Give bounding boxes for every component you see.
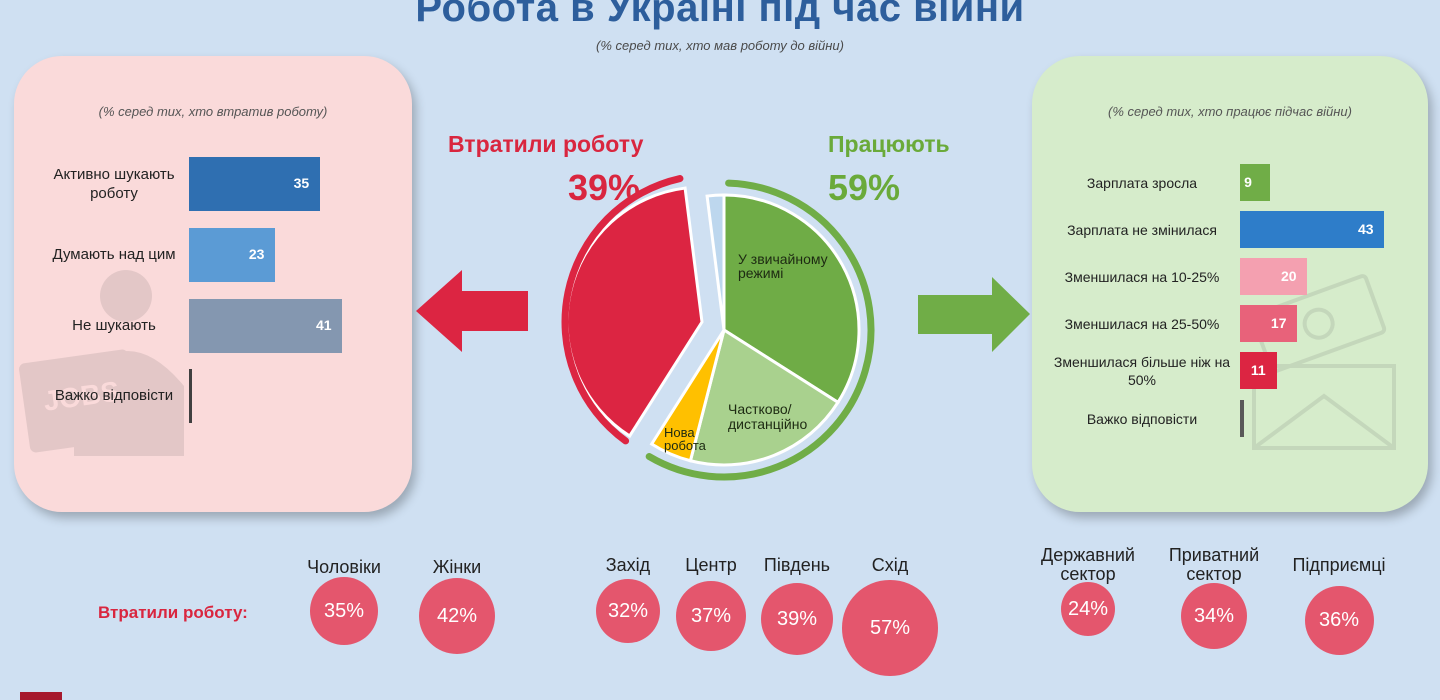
left-bar	[189, 369, 192, 423]
bubble-label: Схід	[871, 555, 909, 575]
pie-label-new: Нова робота	[664, 425, 706, 453]
pie-label-partial: Частково/ дистанційно	[728, 401, 808, 432]
bubble: 35%	[310, 577, 378, 645]
right-bar-label: Зарплата не змінилася	[1067, 221, 1217, 238]
left-bar-label: Активно шукають роботу	[53, 166, 175, 202]
bubble-label: Південь	[763, 555, 831, 575]
left-panel-note: (% серед тих, хто втратив роботу)	[98, 104, 328, 119]
lost-job-panel: JOBS (% серед тих, хто втратив роботу)	[14, 56, 412, 512]
bubble-label: Чоловіки	[307, 557, 381, 577]
pie-slice	[649, 329, 726, 463]
bubble-label: Центр	[685, 555, 737, 575]
bubble: 57%	[842, 580, 938, 676]
money-envelope-icon	[1251, 274, 1396, 450]
bubble-label: Захід	[605, 555, 651, 575]
right-bar-label: Зменшилася на 25-50%	[1064, 315, 1220, 332]
left-bar-label: Не шукають	[72, 317, 156, 334]
right-bar	[1240, 305, 1297, 342]
right-bar-value: 17	[1270, 314, 1287, 331]
right-bar-value: 20	[1280, 267, 1297, 284]
bubble: 39%	[760, 582, 834, 656]
jobs-newspaper-icon: JOBS	[19, 270, 184, 456]
left-bar	[189, 228, 275, 282]
pie-slice	[688, 327, 841, 467]
bubble: 34%	[1180, 582, 1248, 650]
demographics-bubbles: Чоловіки 35% Жінки 42% Захід 32% Центр 37% Півде…	[0, 0, 1386, 676]
bubble-label: Жінки	[432, 557, 482, 577]
working-ring	[645, 179, 875, 481]
right-bar	[1240, 164, 1271, 201]
lost-ring	[561, 175, 684, 445]
pie-label-regular: У звичайному режимі	[738, 251, 828, 281]
bubble-label: Підприємці	[1292, 555, 1386, 575]
page-title: Робота в Україні під час війни	[415, 0, 1025, 30]
right-bar	[1240, 211, 1384, 248]
pie-slice	[705, 193, 726, 331]
left-bar	[189, 299, 342, 353]
working-heading: Працюють	[828, 131, 950, 157]
bubbles-row-label: Втратили роботу:	[98, 603, 248, 622]
bubble: 32%	[596, 579, 660, 643]
page-subtitle: (% серед тих, хто мав роботу до війни)	[596, 38, 844, 53]
right-bar	[1240, 258, 1307, 295]
left-bar-value: 41	[316, 317, 332, 333]
right-bar-value: 9	[1244, 173, 1252, 190]
working-percent: 59%	[828, 167, 901, 208]
working-bar-chart: Зарплата зросла 9 Зарплата не змінилася 43 З…	[0, 0, 1384, 437]
right-bar-label: Зарплата зросла	[1086, 174, 1198, 191]
bubble: 37%	[675, 580, 747, 652]
bubble-label: Державний сектор	[1041, 545, 1135, 584]
right-panel-note: (% серед тих, хто працює підчас війни)	[1108, 104, 1352, 119]
bubble: 42%	[418, 577, 496, 655]
bubble: 24%	[1061, 582, 1115, 636]
right-bar-label: Зменшилася більше ніж на 50%	[1053, 353, 1231, 388]
bubble: 36%	[1304, 585, 1374, 655]
lost-job-bar-chart: Активно шукають роботу 35 Думають над цим 2…	[0, 0, 342, 423]
lost-heading: Втратили роботу	[448, 131, 644, 157]
left-bar-value: 23	[248, 246, 265, 262]
right-bar	[1240, 352, 1277, 389]
left-bar-value: 35	[293, 175, 310, 191]
left-bar-label: Важко відповісти	[54, 387, 174, 404]
bubble-label: Приватний сектор	[1168, 545, 1260, 584]
right-bar-value: 43	[1358, 220, 1374, 237]
left-bar	[189, 157, 320, 211]
brand-mark	[20, 692, 62, 700]
right-bar	[1240, 400, 1244, 437]
right-bar-value: 11	[1250, 361, 1266, 378]
left-bar-label: Думають над цим	[52, 246, 176, 263]
working-panel: (% серед тих, хто працює підчас війни)	[1032, 56, 1428, 512]
right-bar-label: Зменшилася на 10-25%	[1064, 268, 1220, 285]
right-bar-label: Важко відповісти	[1086, 410, 1198, 427]
